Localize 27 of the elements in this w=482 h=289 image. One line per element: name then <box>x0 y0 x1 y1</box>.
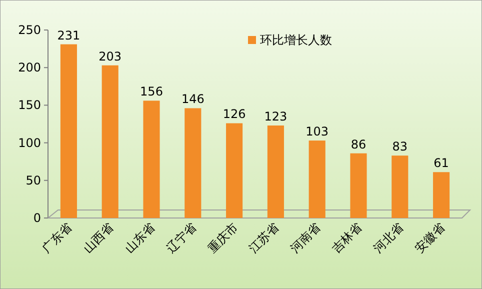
x-tick-label: 山西省 <box>80 220 116 256</box>
data-label: 126 <box>222 107 246 122</box>
legend-label: 环比增长人数 <box>260 33 332 47</box>
y-tick-label: 0 <box>33 211 41 225</box>
y-tick-label: 50 <box>26 173 41 188</box>
data-label: 203 <box>98 49 122 64</box>
x-tick-label: 江苏省 <box>246 220 282 256</box>
x-tick-label: 重庆市 <box>205 220 240 256</box>
x-tick-label: 山东省 <box>122 220 158 256</box>
y-tick-label: 150 <box>18 98 41 112</box>
x-tick-label: 河北省 <box>370 220 406 256</box>
data-label: 146 <box>181 92 204 106</box>
x-tick-label: 辽宁省 <box>164 220 200 256</box>
x-tick-label: 河南省 <box>288 220 324 256</box>
data-label: 123 <box>264 110 288 124</box>
data-label: 103 <box>306 124 329 139</box>
x-tick-label: 广东省 <box>39 220 75 256</box>
y-tick-label: 200 <box>18 60 41 75</box>
data-label: 83 <box>392 140 408 154</box>
data-label: 231 <box>57 28 80 42</box>
x-tick-label: 吉林省 <box>329 220 365 256</box>
x-tick-label: 安徽省 <box>412 220 448 256</box>
data-label: 86 <box>350 137 366 152</box>
data-label: 156 <box>140 84 163 99</box>
y-tick-label: 100 <box>18 136 41 150</box>
data-label: 61 <box>434 156 449 170</box>
y-tick-label: 250 <box>18 23 41 37</box>
